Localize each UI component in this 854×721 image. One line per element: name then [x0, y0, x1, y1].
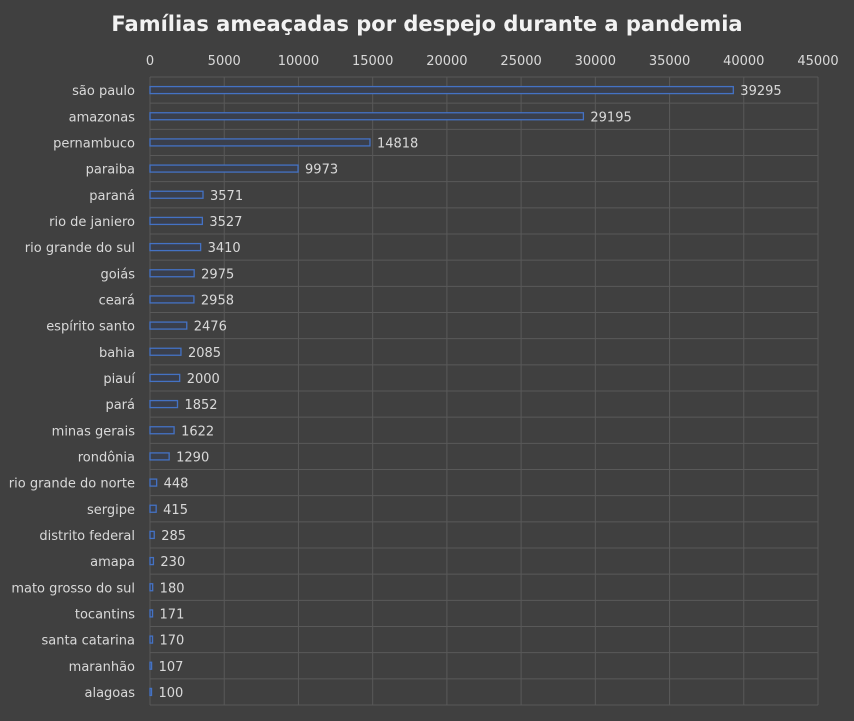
category-label: rio grande do norte [9, 477, 135, 492]
category-label: rondônia [78, 450, 135, 465]
data-label: 2476 [194, 320, 227, 335]
category-label: goiás [100, 267, 135, 282]
category-label: rio de janiero [49, 215, 135, 230]
category-label: minas gerais [52, 424, 136, 439]
data-label: 3571 [210, 189, 243, 204]
bar [149, 609, 154, 618]
x-tick-label: 30000 [575, 54, 616, 69]
bar [149, 295, 195, 304]
x-tick-label: 20000 [426, 54, 467, 69]
x-tick-label: 10000 [278, 54, 319, 69]
category-label: amapa [90, 555, 135, 570]
data-label: 285 [161, 529, 186, 544]
bar [149, 242, 202, 252]
category-label: amazonas [69, 110, 136, 125]
data-label: 3527 [209, 215, 242, 230]
data-label: 1290 [176, 450, 209, 465]
category-label: maranhão [69, 660, 135, 675]
bar [149, 583, 154, 592]
bar [149, 530, 155, 540]
bar [149, 504, 157, 513]
bar [149, 347, 182, 356]
category-label: alagoas [85, 686, 136, 701]
data-label: 100 [158, 686, 183, 701]
category-label: pernambuco [53, 136, 135, 151]
category-label: rio grande do sul [25, 241, 135, 256]
x-tick-label: 25000 [500, 54, 541, 69]
bar [149, 373, 181, 383]
category-label: paraná [89, 189, 135, 204]
x-tick-label: 0 [146, 54, 154, 69]
bar [149, 321, 188, 330]
category-label: paraiba [86, 163, 135, 178]
chart-title: Famílias ameaçadas por despejo durante a… [111, 12, 743, 36]
bar [149, 85, 734, 95]
category-label: tocantins [75, 607, 135, 622]
data-label: 2000 [187, 372, 220, 387]
data-label: 230 [160, 555, 185, 570]
data-label: 180 [160, 581, 185, 596]
bar [149, 635, 154, 644]
data-label: 1852 [184, 398, 217, 413]
data-label: 170 [160, 634, 185, 649]
data-label: 2085 [188, 346, 221, 361]
category-label: pará [105, 398, 135, 413]
data-label: 39295 [740, 84, 781, 99]
bar [149, 216, 204, 226]
x-tick-label: 45000 [797, 54, 838, 69]
bar [149, 452, 170, 461]
category-label: ceará [99, 293, 135, 308]
data-label: 29195 [590, 110, 631, 125]
data-label: 107 [159, 660, 184, 675]
data-label: 1622 [181, 424, 214, 439]
data-label: 14818 [377, 136, 418, 151]
bar [149, 399, 179, 409]
data-label: 9973 [305, 163, 338, 178]
bar [149, 687, 153, 697]
x-tick-label: 15000 [352, 54, 393, 69]
category-label: mato grosso do sul [11, 581, 135, 596]
bar [149, 190, 204, 199]
x-tick-label: 5000 [208, 54, 241, 69]
category-label: são paulo [72, 84, 135, 99]
bar [149, 112, 585, 121]
x-tick-label: 35000 [649, 54, 690, 69]
data-label: 448 [164, 477, 189, 492]
bar [149, 138, 371, 147]
bar [149, 426, 175, 435]
bar [149, 164, 299, 173]
bar [149, 556, 155, 566]
category-label: santa catarina [41, 634, 135, 649]
data-label: 171 [160, 607, 185, 622]
category-label: espírito santo [46, 320, 135, 335]
bar [149, 661, 153, 670]
data-label: 415 [163, 503, 188, 518]
bar [149, 269, 195, 278]
x-tick-label: 40000 [723, 54, 764, 69]
data-label: 3410 [208, 241, 241, 256]
bar [149, 478, 158, 487]
data-label: 2975 [201, 267, 234, 282]
data-label: 2958 [201, 293, 234, 308]
category-label: distrito federal [39, 529, 135, 544]
category-label: bahia [99, 346, 135, 361]
category-label: sergipe [87, 503, 135, 518]
category-label: piauí [103, 372, 135, 387]
